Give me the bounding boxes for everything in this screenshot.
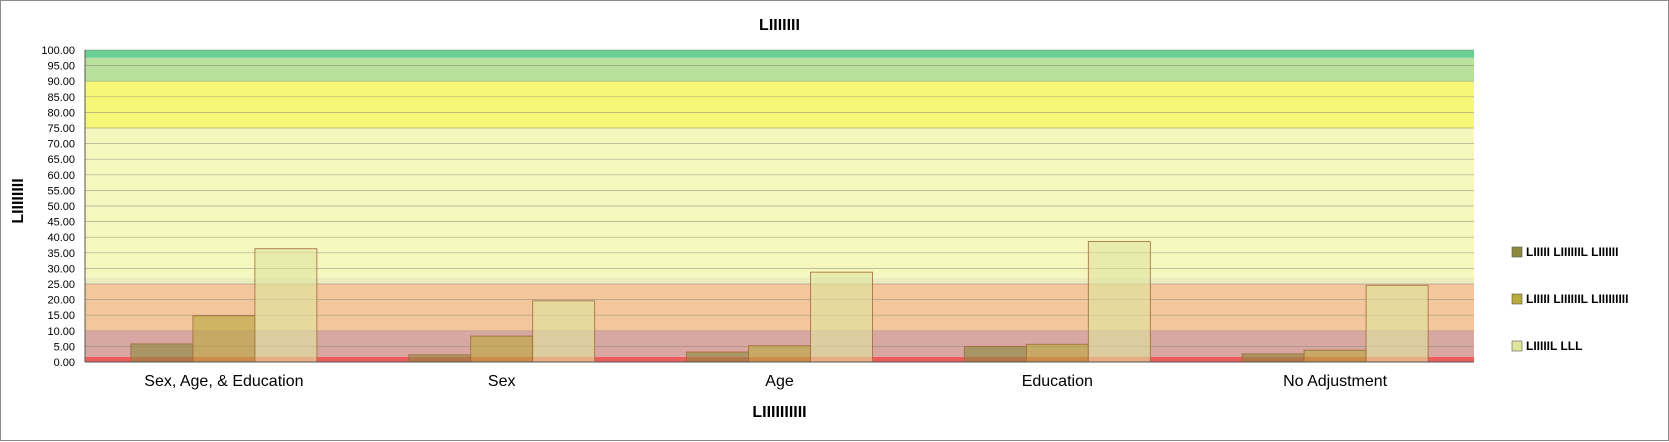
y-tick-label: 70.00 [47,139,75,151]
y-tick-label: 5.00 [54,341,75,353]
chart-title: LIIIIIII [759,17,800,34]
y-tick-label: 50.00 [47,201,75,213]
bar-3 [254,248,318,363]
bar-1 [686,351,749,363]
y-tick-label: 65.00 [47,154,75,166]
bar-1 [130,343,194,363]
legend-label-1: LIIIII LIIIIIIL LIIIIII [1526,245,1618,259]
y-tick-label: 55.00 [47,185,75,197]
legend-swatch-1 [1511,246,1523,258]
y-tick-label: 45.00 [47,217,75,229]
x-axis-title: LIIIIIIIIII [752,404,806,421]
y-tick-label: 0.00 [54,357,75,369]
band-5 [85,81,1474,128]
bar-3 [1365,284,1429,363]
bars [130,241,1429,363]
bar-3 [810,271,873,363]
y-tick-label: 10.00 [47,326,75,338]
bar-1 [963,345,1027,363]
x-tick-label: Sex [488,373,516,390]
y-tick-label: 95.00 [47,61,75,73]
y-tick-label: 90.00 [47,76,75,88]
y-tick-label: 30.00 [47,263,75,275]
y-tick-label: 75.00 [47,123,75,135]
bar-3 [1087,241,1151,363]
legend-label-2: LIIIII LIIIIIIL LIIIIIIIII [1526,292,1628,306]
bar-2 [1303,349,1367,363]
x-tick-label: Age [765,373,794,390]
bar-1 [408,354,472,363]
y-tick-label: 60.00 [47,170,75,182]
bar-1 [1241,353,1305,363]
band-6 [85,57,1474,82]
y-tick-label: 35.00 [47,248,75,260]
bar-2 [192,315,256,363]
bar-3 [532,300,596,363]
x-tick-labels: Sex, Age, & Education Sex Age Education No A… [144,373,1387,390]
y-tick-label: 85.00 [47,92,75,104]
y-tick-label: 80.00 [47,107,75,119]
x-tick-label: No Adjustment [1283,373,1388,390]
bar-2 [1025,343,1089,363]
y-tick-label: 25.00 [47,279,75,291]
legend-swatch-2 [1511,293,1523,305]
band-3 [85,277,1474,284]
legend-label-3: LIIIIIL LLL [1526,339,1582,353]
band-7 [85,50,1474,58]
y-axis-title: LIIIIIIII [10,178,27,223]
y-tick-label: 20.00 [47,295,75,307]
x-tick-label: Education [1022,373,1093,390]
bar-2 [470,335,534,363]
y-tick-labels: 0.00 5.00 10.00 15.00 20.00 25.00 30.00 35.00 40… [41,45,75,369]
bar-2 [748,345,811,363]
y-tick-label: 100.00 [41,45,75,57]
y-tick-label: 40.00 [47,232,75,244]
x-tick-label: Sex, Age, & Education [144,373,303,390]
legend-swatch-3 [1511,340,1523,352]
legend: LIIIII LIIIIIIL LIIIIII LIIIII LIIIIIIL L… [1511,245,1628,353]
y-tick-label: 15.00 [47,310,75,322]
